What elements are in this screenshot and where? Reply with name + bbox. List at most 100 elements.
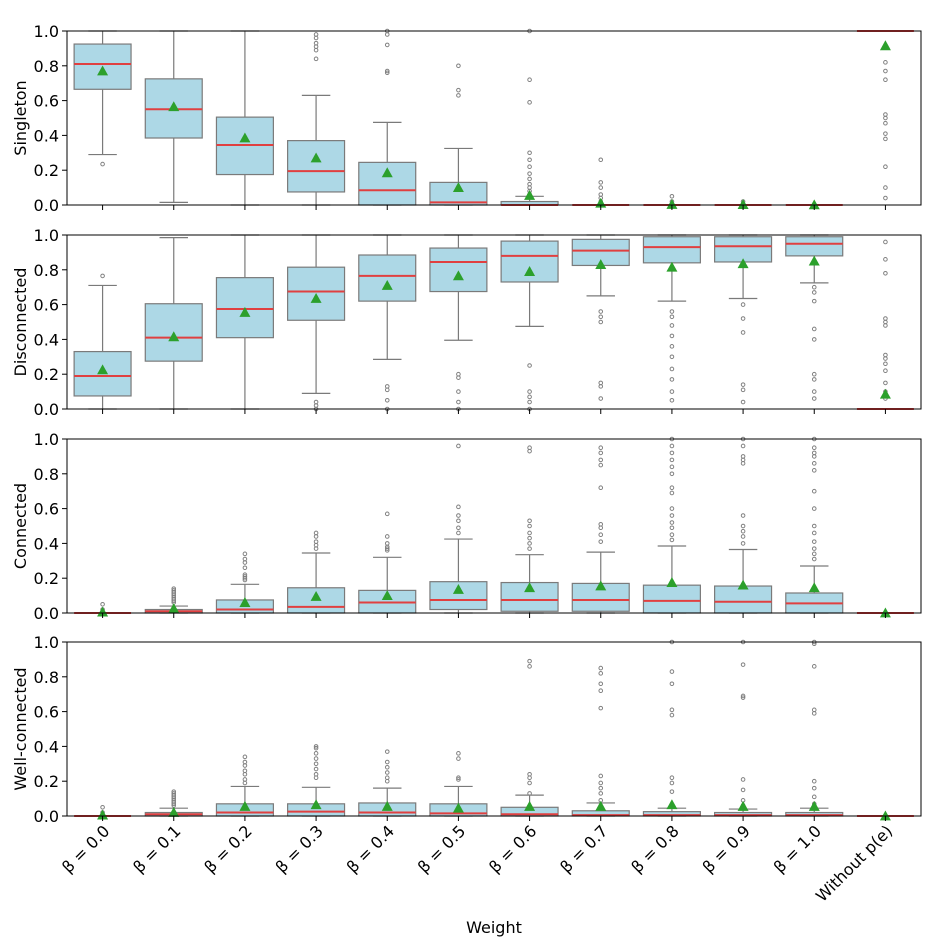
outlier-point [669,314,675,320]
mean-marker [97,809,109,820]
outlier-point [598,457,604,463]
outlier-point [313,756,319,761]
outlier-point [527,791,532,796]
outlier-point [669,707,675,713]
outlier-point [811,506,817,511]
y-tick-label: 0.4 [34,126,59,145]
iqr-box [358,161,417,206]
y-tick-label: 0.0 [34,807,59,826]
box-2 [215,754,274,817]
outlier-point [669,323,675,328]
outlier-point [527,546,532,551]
outlier-point [883,164,888,170]
outlier-point [384,759,390,765]
iqr-box [714,236,773,263]
outlier-point [527,100,532,105]
outlier-point [669,443,675,449]
y-tick-label: 1.0 [34,633,59,652]
outlier-point [669,450,675,456]
outlier-point [669,471,675,477]
box-4 [358,28,417,206]
outlier-point [669,525,675,531]
outlier-point [740,302,746,307]
outlier-point [527,181,532,187]
outlier-point [242,754,248,760]
outlier-point [456,63,461,69]
panel-1: 0.0 0.2 0.4 0.6 0.8 1.0 Disconnected [11,226,922,419]
outlier-point [883,60,888,65]
outlier-point [384,775,390,781]
box-7 [571,445,630,614]
outlier-point [242,777,248,782]
mean-marker [452,270,464,281]
x-tick-label: β = 0.9 [699,821,754,876]
outlier-point [456,371,461,377]
box-10 [785,436,844,614]
outlier-point [811,298,817,304]
mean-marker [168,807,180,817]
outlier-point [598,157,604,163]
mean-marker [524,189,536,200]
outlier-point [456,389,461,394]
outlier-point [669,485,675,491]
outlier-point [811,445,817,451]
outlier-point [669,537,675,543]
outlier-point [598,485,604,491]
y-tick-label: 1.0 [34,226,59,245]
panel-frame [66,438,922,614]
outlier-point [883,270,888,276]
outlier-point [669,344,675,349]
x-tick-label: β = 0.1 [129,821,184,876]
outlier-point [598,665,604,671]
outlier-point [811,707,817,713]
outlier-point [883,380,888,386]
outlier-point [811,546,817,551]
box-5 [429,443,488,614]
outlier-point [313,40,319,46]
x-tick-label: β = 0.2 [200,821,255,876]
outlier-point [740,454,746,459]
mean-marker [595,800,607,811]
y-tick-label: 0.8 [34,668,59,687]
mean-marker [808,199,820,210]
outlier-point [456,518,461,524]
x-tick-label: β = 0.5 [414,821,469,876]
box-1 [144,789,203,817]
outlier-point [669,681,675,687]
iqr-box [714,585,773,614]
box-6 [500,234,559,412]
outlier-point [313,766,319,772]
box-9 [714,234,773,405]
outlier-point [527,171,532,176]
y-tick-label: 0.6 [34,703,59,722]
box-4 [358,511,417,614]
y-tick-label: 0.0 [34,604,59,623]
outlier-point [384,68,390,74]
outlier-point [456,399,461,405]
outlier-point [527,399,532,405]
outlier-point [883,368,888,374]
box-3 [287,32,346,206]
box-2 [215,234,274,410]
outlier-point [313,761,319,767]
box-0 [73,30,132,167]
outlier-point [598,671,604,676]
outlier-point [883,131,888,136]
outlier-point [740,528,746,534]
outlier-point [811,488,817,494]
outlier-point [811,664,817,669]
outlier-point [527,157,532,163]
y-tick-label: 0.2 [34,161,59,180]
outlier-point [598,314,604,320]
outlier-point [384,770,390,775]
mean-marker [808,800,820,811]
outlier-point [456,530,461,536]
iqr-box [287,140,346,193]
outlier-point [527,164,532,170]
outlier-point [598,705,604,711]
box-0 [73,273,132,410]
box-1 [144,586,203,614]
mean-marker [97,364,109,375]
outlier-point [598,185,604,190]
outlier-point [740,534,746,539]
